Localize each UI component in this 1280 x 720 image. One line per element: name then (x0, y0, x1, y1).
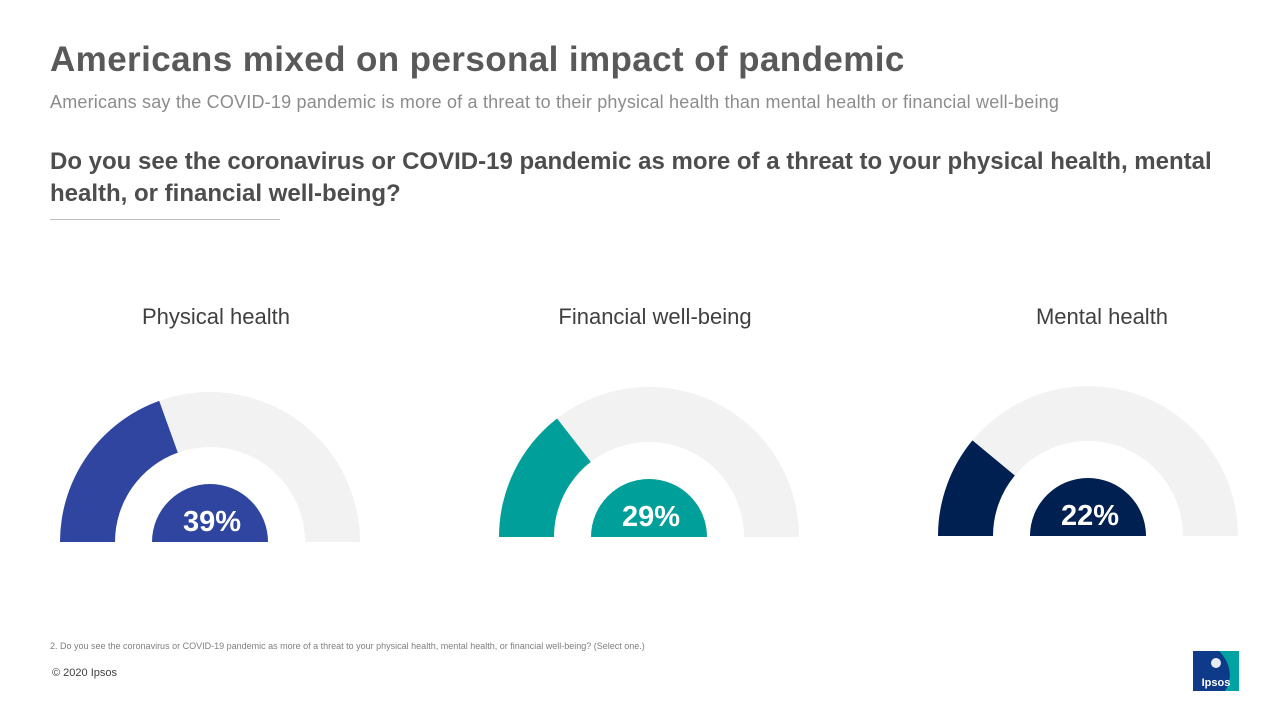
gauge-value-label-mental-health: 22% (1061, 500, 1119, 532)
ipsos-logo: Ipsos (1193, 651, 1239, 691)
gauge-financial-well-being: Financial well-being 29% (499, 304, 799, 537)
gauge-value-label-financial-well-being: 29% (622, 501, 680, 533)
ipsos-logo-text: Ipsos (1201, 677, 1231, 689)
gauge-label-mental-health: Mental health (1036, 304, 1168, 329)
gauge-center-physical-health (152, 484, 268, 542)
gauge-track-financial-well-being (499, 387, 799, 537)
copyright: © 2020 Ipsos (52, 667, 117, 679)
title-divider (50, 219, 280, 220)
gauge-value-arc-financial-well-being (499, 418, 591, 537)
gauge-label-financial-well-being: Financial well-being (558, 304, 751, 329)
gauge-track-mental-health (938, 386, 1238, 536)
gauge-value-arc-physical-health (60, 400, 178, 542)
gauge-label-physical-health: Physical health (142, 304, 290, 329)
page-subtitle: Americans say the COVID-19 pandemic is m… (50, 92, 1060, 112)
gauge-value-label-physical-health: 39% (183, 506, 241, 538)
gauge-center-financial-well-being (591, 479, 707, 537)
footnote: 2. Do you see the coronavirus or COVID-1… (50, 641, 645, 651)
survey-question: Do you see the coronavirus or COVID-19 p… (50, 148, 1212, 207)
page-title: Americans mixed on personal impact of pa… (50, 40, 905, 79)
gauge-value-arc-mental-health (938, 440, 1015, 536)
gauge-physical-health: Physical health 39% (60, 304, 360, 542)
ipsos-logo-mark (1193, 651, 1239, 691)
gauge-center-mental-health (1030, 478, 1146, 536)
gauge-mental-health: Mental health 22% (938, 304, 1238, 536)
